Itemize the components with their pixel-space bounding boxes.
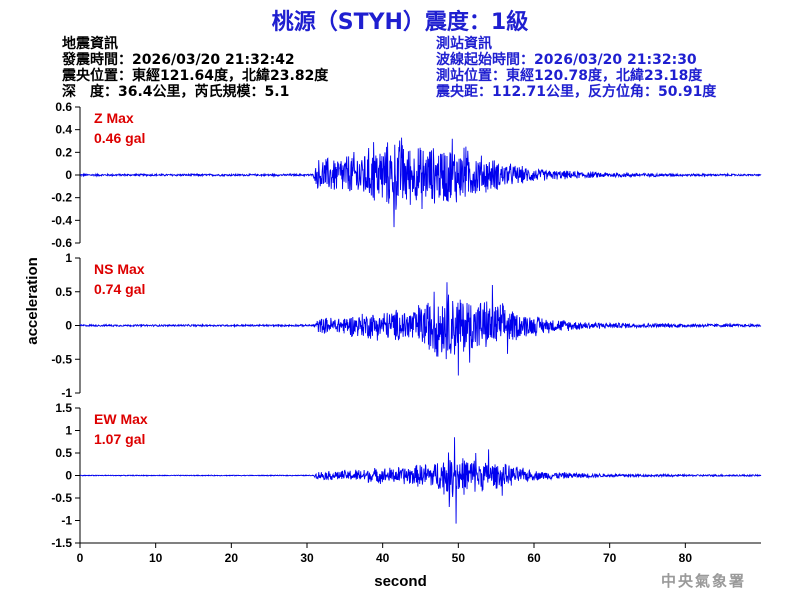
x-axis-title: second [374,573,427,590]
depth-magnitude: 深 度：36.4公里，芮氏規模：5.1 [62,84,290,100]
x-tick-label: 10 [149,551,163,565]
panel-z: -0.6 -0.4 -0.2 0 0.2 0.4 0.6 Z Max 0.46 gal [51,100,762,250]
x-tick-label: 50 [452,551,466,565]
epicenter-location: 震央位置：東經121.64度，北緯23.82度 [62,68,329,84]
max-label: EW Max [94,411,148,427]
x-tick-label: 80 [679,551,693,565]
y-tick-label: -0.4 [51,213,72,227]
y-tick-label: 1.5 [55,401,72,415]
y-tick-label: -0.5 [51,491,72,505]
y-tick-label: 0 [65,168,72,182]
x-tick-label: 40 [376,551,390,565]
y-tick-label: 0.5 [55,446,72,460]
panel-ns: -1 -0.5 0 0.5 1 NS Max 0.74 gal [51,251,762,400]
x-tick-label: 0 [77,551,84,565]
y-axis-title: acceleration [24,257,41,345]
y-tick-label: 0 [65,469,72,483]
y-tick-label: -1.5 [51,536,72,550]
y-tick-label: 1 [65,424,72,438]
waveform-z [79,137,762,228]
y-tick-label: 0 [65,319,72,333]
origin-time: 發震時間：2026/03/20 21:32:42 [62,52,295,68]
y-tick-label: -0.5 [51,352,72,366]
x-tick-label: 70 [603,551,617,565]
station-info-heading: 測站資訊 [436,36,492,52]
y-tick-label: 1 [65,251,72,265]
y-tick-label: -1 [61,514,72,528]
y-tick-label: -1 [61,386,72,400]
station-info-block: 測站資訊 波線起始時間：2026/03/20 21:32:30 測站位置：東經1… [436,36,716,100]
y-tick-label: 0.6 [55,100,72,114]
y-tick-label: -0.2 [51,191,72,205]
earthquake-info-heading: 地震資訊 [62,36,118,52]
agency-watermark: 中央氣象署 [660,572,746,590]
x-tick-label: 20 [225,551,239,565]
x-tick-label: 30 [300,551,314,565]
station-location: 測站位置：東經120.78度，北緯23.18度 [436,68,703,84]
y-tick-label: 0.2 [55,145,72,159]
wave-start-time: 波線起始時間：2026/03/20 21:32:30 [436,52,697,68]
waveform-ew [79,437,762,524]
y-tick-label: 0.5 [55,285,72,299]
y-tick-label: -0.6 [51,236,72,250]
max-value-label: 1.07 gal [94,431,145,447]
distance-azimuth: 震央距：112.71公里，反方位角：50.91度 [436,84,717,100]
max-label: Z Max [94,110,134,126]
max-label: NS Max [94,261,145,277]
earthquake-info-block: 地震資訊 發震時間：2026/03/20 21:32:42 震央位置：東經121… [62,36,328,100]
chart-title: 桃源（STYH）震度：1級 [271,10,529,35]
x-tick-label: 60 [527,551,541,565]
y-tick-label: 0.4 [55,123,72,137]
waveform-ns [79,282,762,376]
max-value-label: 0.46 gal [94,130,145,146]
panel-ew: -1.5 -1 -0.5 0 0.5 1 1.5 EW Max 1.07 gal [51,401,762,550]
max-value-label: 0.74 gal [94,281,145,297]
